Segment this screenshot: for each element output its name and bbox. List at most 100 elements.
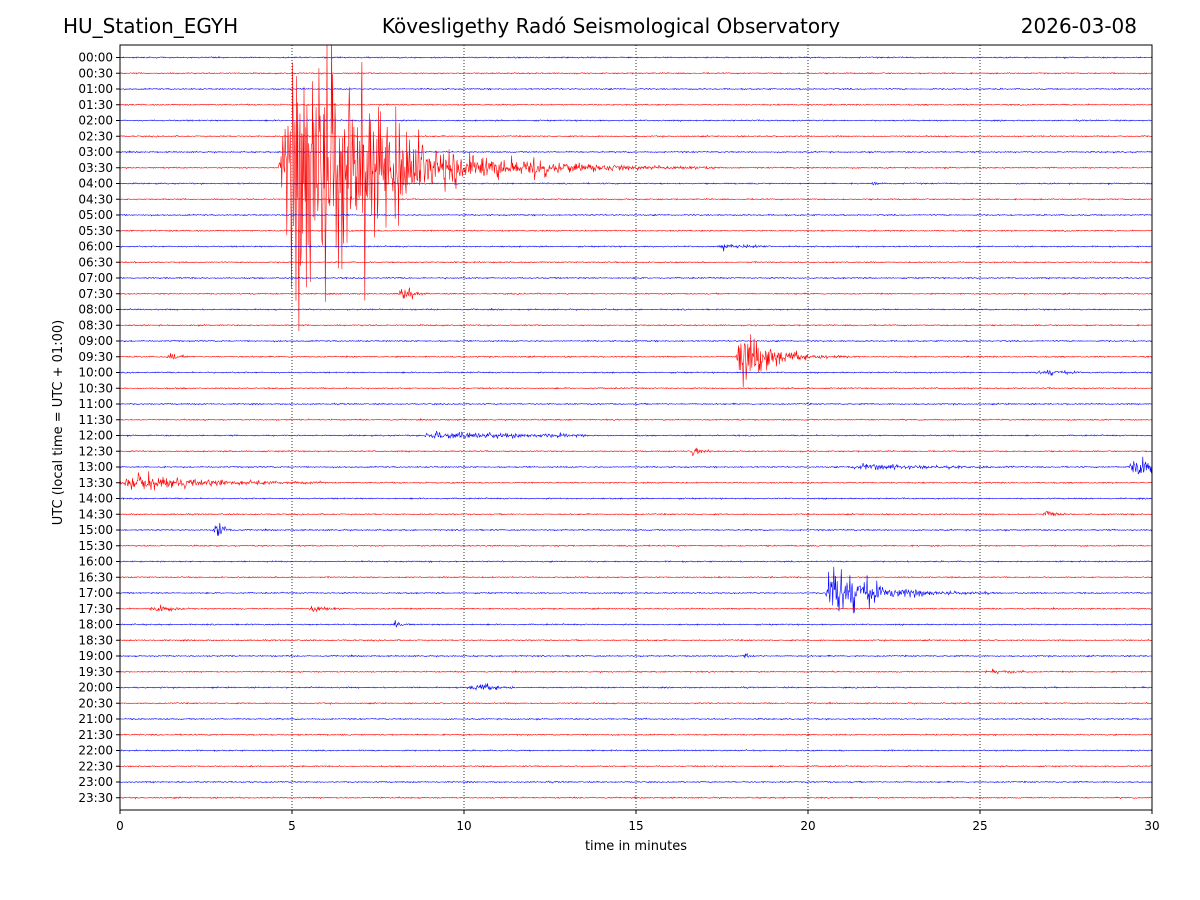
y-tick-label: 11:30: [78, 413, 113, 427]
trace-0600: [120, 243, 1152, 252]
y-tick-label: 08:30: [78, 318, 113, 332]
y-tick-label: 21:30: [78, 728, 113, 742]
trace-0130: [120, 103, 1152, 107]
y-tick-label: 15:30: [78, 539, 113, 553]
y-tick-label: 12:30: [78, 444, 113, 458]
trace-1100: [120, 402, 1152, 406]
y-tick-label: 09:30: [78, 350, 113, 364]
y-tick-label: 14:30: [78, 507, 113, 521]
y-tick-label: 05:30: [78, 224, 113, 238]
y-tick-label: 15:00: [78, 523, 113, 537]
trace-0630: [120, 260, 1152, 264]
trace-1430: [120, 510, 1152, 517]
trace-0330: [120, 45, 1152, 332]
y-tick-label: 18:00: [78, 618, 113, 632]
y-tick-label: 00:00: [78, 51, 113, 65]
trace-1030: [120, 386, 1152, 390]
y-tick-label: 06:00: [78, 240, 113, 254]
y-tick-label: 07:00: [78, 271, 113, 285]
station-name: HU_Station_EGYH: [63, 14, 239, 38]
y-tick-label: 07:30: [78, 287, 113, 301]
y-tick-label: 12:00: [78, 429, 113, 443]
x-tick-label: 0: [116, 819, 124, 833]
y-tick-label: 01:30: [78, 98, 113, 112]
trace-0000: [120, 56, 1152, 60]
y-tick-label: 04:00: [78, 177, 113, 191]
trace-2000: [120, 683, 1152, 691]
y-tick-label: 17:30: [78, 602, 113, 616]
trace-1900: [120, 652, 1152, 659]
trace-1730: [120, 604, 1152, 613]
trace-1000: [120, 369, 1152, 376]
y-tick-label: 20:00: [78, 681, 113, 695]
y-tick-label: 10:30: [78, 381, 113, 395]
y-tick-label: 19:00: [78, 649, 113, 663]
trace-1130: [120, 417, 1152, 422]
trace-0500: [120, 213, 1152, 217]
trace-1330: [120, 471, 1152, 491]
x-tick-label: 20: [800, 819, 815, 833]
trace-2330: [120, 795, 1152, 800]
trace-0830: [120, 323, 1152, 327]
trace-1830: [120, 638, 1152, 643]
x-axis-label: time in minutes: [585, 839, 687, 854]
x-tick-label: 15: [628, 819, 643, 833]
y-tick-label: 06:30: [78, 255, 113, 269]
trace-2300: [120, 780, 1152, 784]
y-tick-label: 23:30: [78, 791, 113, 805]
y-tick-label: 00:30: [78, 66, 113, 80]
chart-title: Kövesligethy Radó Seismological Observat…: [381, 14, 841, 38]
trace-1400: [120, 497, 1152, 501]
trace-0200: [120, 119, 1152, 122]
y-tick-label: 19:30: [78, 665, 113, 679]
trace-0430: [120, 197, 1152, 201]
y-tick-label: 05:00: [78, 208, 113, 222]
trace-0400: [120, 181, 1152, 186]
y-tick-label: 22:00: [78, 744, 113, 758]
x-tick-label: 30: [1144, 819, 1159, 833]
y-tick-label: 09:00: [78, 334, 113, 348]
y-tick-label: 02:30: [78, 129, 113, 143]
trace-0530: [120, 229, 1152, 233]
trace-2100: [120, 717, 1152, 721]
trace-0730: [120, 287, 1152, 300]
trace-0100: [120, 87, 1152, 91]
trace-1300: [120, 456, 1152, 475]
y-tick-label: 10:00: [78, 366, 113, 380]
y-tick-label: 04:30: [78, 192, 113, 206]
trace-1530: [120, 544, 1152, 548]
y-tick-label: 21:00: [78, 712, 113, 726]
y-tick-label: 20:30: [78, 696, 113, 710]
y-tick-label: 01:00: [78, 82, 113, 96]
y-tick-label: 18:30: [78, 633, 113, 647]
trace-1630: [120, 575, 1152, 579]
trace-0700: [120, 276, 1152, 280]
trace-0900: [120, 339, 1152, 343]
y-tick-label: 13:30: [78, 476, 113, 490]
y-tick-label: 22:30: [78, 759, 113, 773]
trace-0300: [120, 150, 1152, 154]
trace-1500: [120, 522, 1152, 536]
trace-2030: [120, 701, 1152, 706]
trace-0030: [120, 71, 1152, 75]
y-tick-label: 08:00: [78, 303, 113, 317]
y-tick-label: 03:00: [78, 145, 113, 159]
y-tick-label: 13:00: [78, 460, 113, 474]
y-tick-label: 03:30: [78, 161, 113, 175]
trace-2230: [120, 764, 1152, 768]
y-tick-label: 16:00: [78, 555, 113, 569]
trace-1800: [120, 620, 1152, 628]
trace-0800: [120, 307, 1152, 311]
y-tick-label: 16:30: [78, 570, 113, 584]
trace-1700: [120, 566, 1152, 614]
y-tick-label: 02:00: [78, 114, 113, 128]
traces: [120, 45, 1152, 800]
trace-1200: [120, 430, 1152, 440]
trace-1230: [120, 447, 1152, 456]
y-tick-label: 17:00: [78, 586, 113, 600]
y-axis-label: UTC (local time = UTC + 01:00): [51, 320, 66, 525]
y-tick-label: 23:00: [78, 775, 113, 789]
x-tick-label: 10: [456, 819, 471, 833]
